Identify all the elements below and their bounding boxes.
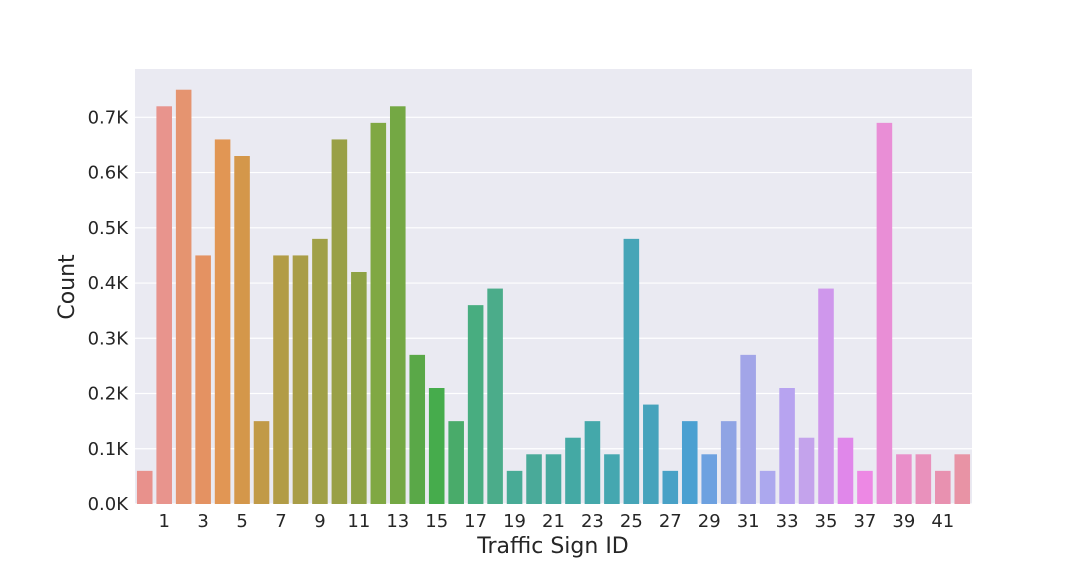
bar-6 <box>253 421 270 504</box>
x-axis-title: Traffic Sign ID <box>476 534 629 559</box>
bar-13 <box>389 106 406 505</box>
bar-3 <box>195 255 211 504</box>
bars <box>136 89 971 505</box>
bar-10 <box>331 139 348 504</box>
y-tick-label: 0.7K <box>88 107 130 128</box>
x-axis-ticks: 1 3 5 7 9 11 13 15 17 19 21 23 25 27 29 31 33 35 37 39 41 <box>158 511 954 532</box>
bar-30 <box>720 421 737 504</box>
x-tick-label: 17 <box>464 511 487 532</box>
bar-8 <box>292 255 309 504</box>
y-tick-label: 0.5K <box>88 218 130 239</box>
bar-4 <box>214 139 231 504</box>
x-tick-label: 23 <box>581 511 604 532</box>
x-tick-label: 13 <box>386 511 409 532</box>
x-tick-label: 19 <box>503 511 526 532</box>
bar-33 <box>779 388 795 504</box>
x-tick-label: 29 <box>698 511 721 532</box>
x-tick-label: 21 <box>542 511 565 532</box>
bar-38 <box>876 122 893 504</box>
bar-25 <box>623 238 640 504</box>
bar-35 <box>818 288 834 504</box>
bar-29 <box>701 454 718 504</box>
bar-2 <box>175 89 192 504</box>
bar-14 <box>409 354 426 504</box>
bar-1 <box>156 106 172 505</box>
bar-36 <box>837 437 854 504</box>
bar-22 <box>565 437 581 504</box>
y-tick-label: 0.4K <box>88 273 130 294</box>
x-tick-label: 1 <box>158 511 169 532</box>
x-tick-label: 15 <box>425 511 448 532</box>
x-tick-label: 31 <box>737 511 760 532</box>
y-axis-ticks: 0.0K 0.1K 0.2K 0.3K 0.4K 0.5K 0.6K 0.7K <box>88 107 130 515</box>
x-tick-label: 25 <box>620 511 643 532</box>
bar-31 <box>740 354 756 504</box>
bar-42 <box>954 454 971 504</box>
y-tick-label: 0.0K <box>88 494 130 515</box>
bar-41 <box>935 470 951 504</box>
bar-20 <box>526 454 542 504</box>
bar-17 <box>467 305 484 504</box>
x-tick-label: 33 <box>776 511 799 532</box>
x-tick-label: 35 <box>815 511 838 532</box>
bar-23 <box>584 421 601 504</box>
x-tick-label: 5 <box>236 511 247 532</box>
x-tick-label: 41 <box>931 511 954 532</box>
x-tick-label: 27 <box>659 511 682 532</box>
bar-40 <box>915 454 932 504</box>
x-tick-label: 7 <box>275 511 286 532</box>
y-tick-label: 0.6K <box>88 163 130 184</box>
bar-5 <box>234 156 250 504</box>
y-tick-label: 0.2K <box>88 384 130 405</box>
bar-27 <box>662 470 679 504</box>
bar-9 <box>312 238 328 504</box>
bar-39 <box>896 454 912 504</box>
bar-7 <box>273 255 289 504</box>
bar-21 <box>545 454 562 504</box>
bar-18 <box>487 288 503 504</box>
bar-24 <box>604 454 620 504</box>
x-tick-label: 11 <box>347 511 370 532</box>
x-tick-label: 3 <box>197 511 208 532</box>
y-tick-label: 0.1K <box>88 439 130 460</box>
bar-34 <box>798 437 815 504</box>
bar-11 <box>351 272 367 504</box>
bar-16 <box>448 421 464 504</box>
bar-15 <box>428 388 445 504</box>
x-tick-label: 39 <box>892 511 915 532</box>
bar-32 <box>759 470 776 504</box>
bar-26 <box>643 404 659 504</box>
bar-0 <box>136 470 153 504</box>
bar-28 <box>681 421 698 504</box>
bar-12 <box>370 122 387 504</box>
bar-19 <box>506 470 523 504</box>
y-axis-title: Count <box>55 254 80 320</box>
x-tick-label: 37 <box>853 511 876 532</box>
x-tick-label: 9 <box>314 511 325 532</box>
y-tick-label: 0.3K <box>88 328 130 349</box>
bar-37 <box>857 470 873 504</box>
